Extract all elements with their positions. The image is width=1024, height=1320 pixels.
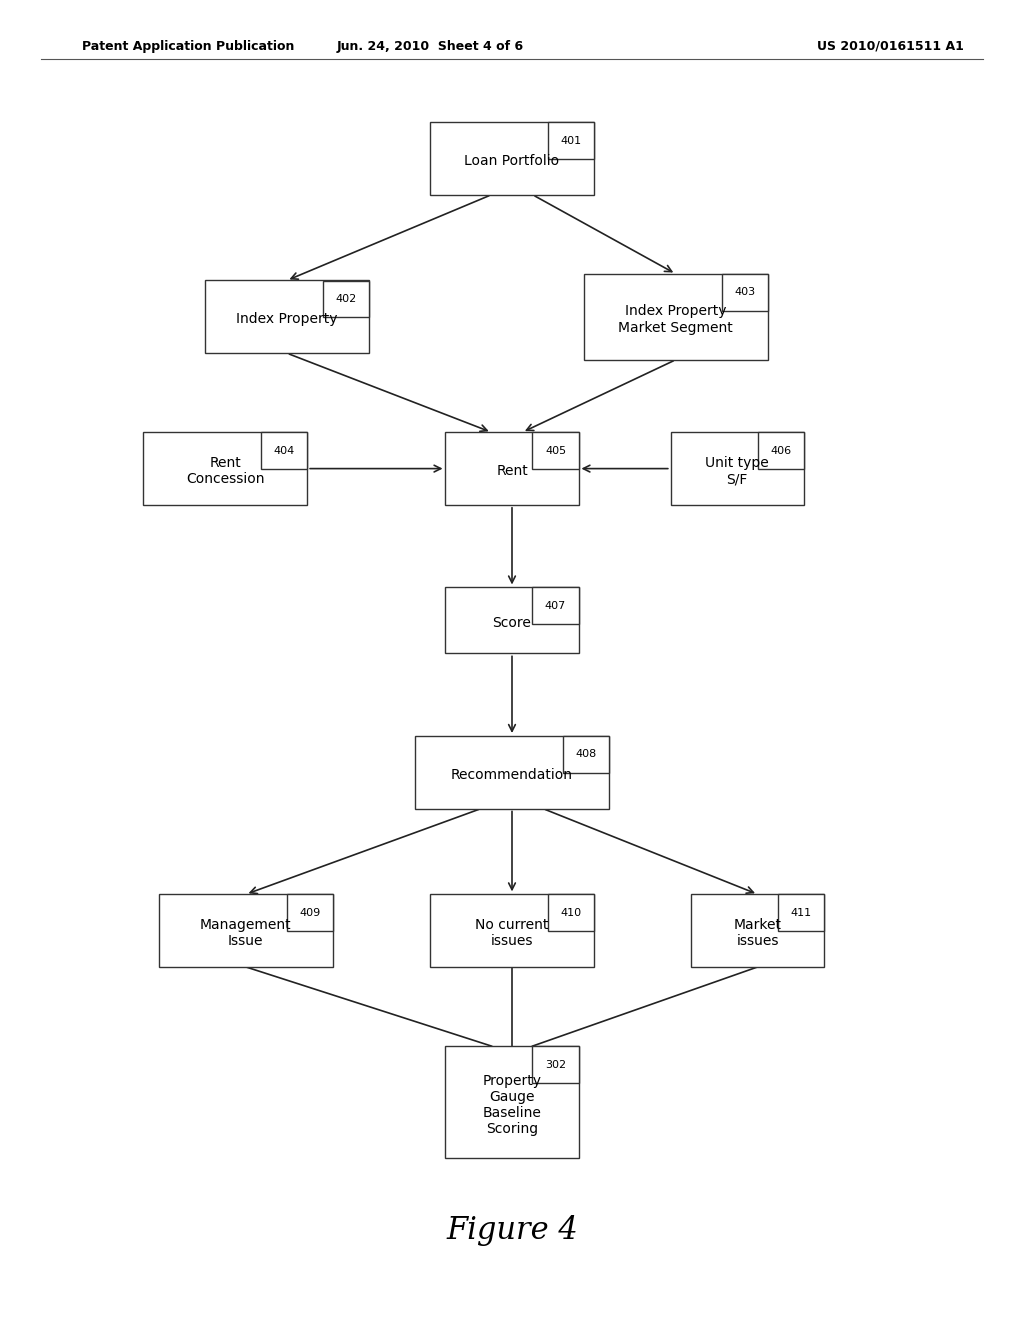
Text: Index Property
Market Segment: Index Property Market Segment <box>618 305 733 334</box>
Text: Index Property: Index Property <box>236 313 338 326</box>
Text: 402: 402 <box>335 294 356 304</box>
Text: 407: 407 <box>545 601 566 611</box>
FancyBboxPatch shape <box>323 281 369 318</box>
Text: Unit type
S/F: Unit type S/F <box>706 457 769 486</box>
FancyBboxPatch shape <box>445 587 579 653</box>
Text: Patent Application Publication: Patent Application Publication <box>82 40 294 53</box>
FancyBboxPatch shape <box>532 1045 579 1082</box>
FancyBboxPatch shape <box>778 895 824 932</box>
FancyBboxPatch shape <box>415 737 609 808</box>
FancyBboxPatch shape <box>758 433 804 470</box>
Text: Property
Gauge
Baseline
Scoring: Property Gauge Baseline Scoring <box>482 1073 542 1137</box>
Text: Rent
Concession: Rent Concession <box>186 457 264 486</box>
FancyBboxPatch shape <box>143 432 307 504</box>
FancyBboxPatch shape <box>430 121 594 195</box>
Text: Rent: Rent <box>496 465 528 478</box>
FancyBboxPatch shape <box>261 433 307 470</box>
FancyBboxPatch shape <box>445 1045 579 1159</box>
Text: 409: 409 <box>299 908 321 917</box>
Text: 408: 408 <box>575 750 597 759</box>
Text: Market
issues: Market issues <box>734 919 781 948</box>
Text: Recommendation: Recommendation <box>451 768 573 781</box>
FancyBboxPatch shape <box>584 275 768 359</box>
Text: Figure 4: Figure 4 <box>446 1214 578 1246</box>
FancyBboxPatch shape <box>430 895 594 966</box>
FancyBboxPatch shape <box>548 123 594 160</box>
FancyBboxPatch shape <box>563 737 609 774</box>
Text: 404: 404 <box>273 446 295 455</box>
Text: 405: 405 <box>545 446 566 455</box>
Text: 410: 410 <box>560 908 582 917</box>
FancyBboxPatch shape <box>445 432 579 504</box>
FancyBboxPatch shape <box>287 895 333 932</box>
FancyBboxPatch shape <box>722 275 768 312</box>
Text: 401: 401 <box>560 136 582 145</box>
FancyBboxPatch shape <box>159 895 333 966</box>
Text: Score: Score <box>493 616 531 630</box>
FancyBboxPatch shape <box>532 587 579 624</box>
Text: No current
issues: No current issues <box>475 919 549 948</box>
Text: 411: 411 <box>791 908 812 917</box>
Text: Jun. 24, 2010  Sheet 4 of 6: Jun. 24, 2010 Sheet 4 of 6 <box>337 40 523 53</box>
FancyBboxPatch shape <box>205 280 369 352</box>
FancyBboxPatch shape <box>691 895 824 966</box>
Text: 406: 406 <box>770 446 792 455</box>
Text: Management
Issue: Management Issue <box>200 919 292 948</box>
FancyBboxPatch shape <box>548 895 594 932</box>
FancyBboxPatch shape <box>671 432 804 504</box>
Text: 302: 302 <box>545 1060 566 1069</box>
Text: Loan Portfolio: Loan Portfolio <box>465 154 559 168</box>
Text: US 2010/0161511 A1: US 2010/0161511 A1 <box>817 40 965 53</box>
FancyBboxPatch shape <box>532 433 579 470</box>
Text: 403: 403 <box>734 288 756 297</box>
